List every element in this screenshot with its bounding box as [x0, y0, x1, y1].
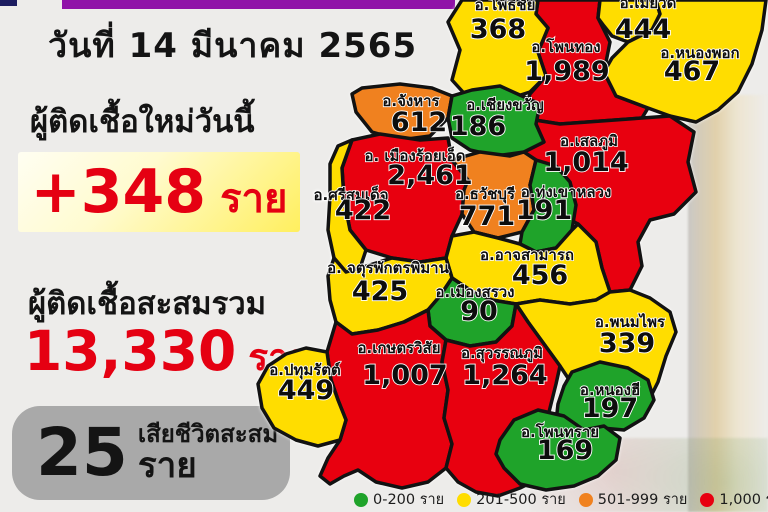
- new-cases-box: +348 ราย: [18, 152, 300, 232]
- district-value: 1,014: [543, 147, 628, 178]
- district-value: 1,007: [362, 360, 447, 391]
- district-kasetwisai: [318, 308, 454, 490]
- legend-item-red: 1,000 ราย ขึ้นไป: [700, 488, 768, 511]
- district-value: 186: [450, 111, 506, 142]
- district-label: อ.โพนทอง: [531, 37, 600, 56]
- district-value: 1,264: [462, 360, 547, 391]
- district-value: 612: [391, 107, 447, 138]
- district-value: 771: [459, 201, 515, 232]
- district-label: อ.ศรีสมเด็จ: [314, 185, 389, 204]
- district-label: อ.หนองฮี: [580, 381, 640, 399]
- district-changhan: [350, 82, 454, 142]
- district-label: อ. จตุรพักตรพิมาน: [327, 259, 449, 278]
- district-chiangkhwan: [446, 84, 546, 158]
- district-value: 191: [516, 195, 572, 226]
- new-cases-heading: ผู้ติดเชื้อใหม่วันนี้: [30, 104, 255, 140]
- district-label: อ.จังหาร: [382, 92, 440, 110]
- deaths-box: 25 เสียชีวิตสะสม ราย: [12, 406, 290, 500]
- district-label: อ.เมืองสรวง: [435, 283, 514, 301]
- district-value: 368: [470, 14, 526, 45]
- yellow-dot-icon: [457, 492, 472, 507]
- district-label: อ.โพธิ์ชัย: [475, 0, 536, 14]
- district-value: 90: [460, 296, 498, 327]
- district-value: 449: [278, 375, 334, 406]
- district-label: อ.เสลภูมิ: [560, 132, 618, 151]
- district-nongphok: [602, 0, 768, 124]
- legend-label: 201-500 ราย: [476, 492, 566, 508]
- legend: 0-200 ราย 201-500 ราย 501-999 ราย 1,000 …: [354, 488, 768, 511]
- district-nonghi: [554, 360, 656, 440]
- district-label: อ.เกษตรวิสัย: [358, 339, 441, 357]
- district-label: อ.หนองพอก: [660, 44, 739, 62]
- district-value: 169: [537, 435, 593, 466]
- deaths-unit: ราย: [137, 445, 197, 486]
- faded-photo-pillar: [688, 95, 768, 512]
- district-value: 425: [352, 276, 408, 307]
- legend-label: 0-200 ราย: [373, 492, 445, 508]
- district-value: 456: [512, 260, 568, 291]
- district-label: อ.พนมไพร: [595, 312, 666, 331]
- district-phochai: [446, 0, 550, 104]
- district-value: 1,989: [524, 56, 609, 87]
- district-value: 197: [582, 393, 638, 424]
- district-label: อ.เมยวดี: [620, 0, 677, 12]
- top-left-fragment: [0, 0, 17, 6]
- district-label: อ.อาจสามารถ: [480, 246, 574, 264]
- legend-label: 1,000 ราย ขึ้นไป: [719, 492, 768, 508]
- district-label: อ. เมืองร้อยเอ็ด: [364, 146, 465, 165]
- cumulative-value: 13,330: [24, 319, 237, 383]
- district-value: 339: [599, 328, 655, 359]
- legend-item-yellow: 201-500 ราย: [457, 488, 566, 511]
- district-label: อ.โพนทราย: [521, 422, 599, 441]
- date-label: วันที่ 14 มีนาคม 2565: [48, 26, 418, 66]
- red-dot-icon: [700, 492, 715, 507]
- district-value: 467: [664, 56, 720, 87]
- green-dot-icon: [354, 492, 368, 507]
- district-label: อ.เชียงขวัญ: [466, 96, 544, 114]
- district-label: อ.ทุ่งเขาหลวง: [521, 183, 612, 202]
- deaths-value: 25: [36, 414, 128, 491]
- district-value: 2,461: [387, 160, 472, 191]
- district-label: อ.ปทุมรัตต์: [269, 361, 341, 380]
- new-cases-unit: ราย: [220, 176, 288, 222]
- legend-label: 501-999 ราย: [597, 492, 688, 508]
- district-phonsai: [494, 408, 622, 492]
- district-pathumrat: [256, 346, 348, 448]
- orange-dot-icon: [578, 492, 593, 507]
- deaths-label: เสียชีวิตสะสม: [137, 419, 279, 448]
- legend-item-green: 0-200 ราย: [354, 488, 444, 511]
- cumulative-heading: ผู้ติดเชื้อสะสมรวม: [28, 286, 267, 322]
- new-cases-value: +348: [30, 157, 207, 227]
- district-label: อ.สุวรรณภูมิ: [461, 344, 543, 363]
- header-bar: [62, 0, 455, 9]
- district-value: 444: [615, 14, 671, 45]
- district-value: 422: [335, 195, 391, 226]
- district-label: อ.ธวัชบุรี: [455, 185, 516, 204]
- legend-item-orange: 501-999 ราย: [578, 488, 688, 511]
